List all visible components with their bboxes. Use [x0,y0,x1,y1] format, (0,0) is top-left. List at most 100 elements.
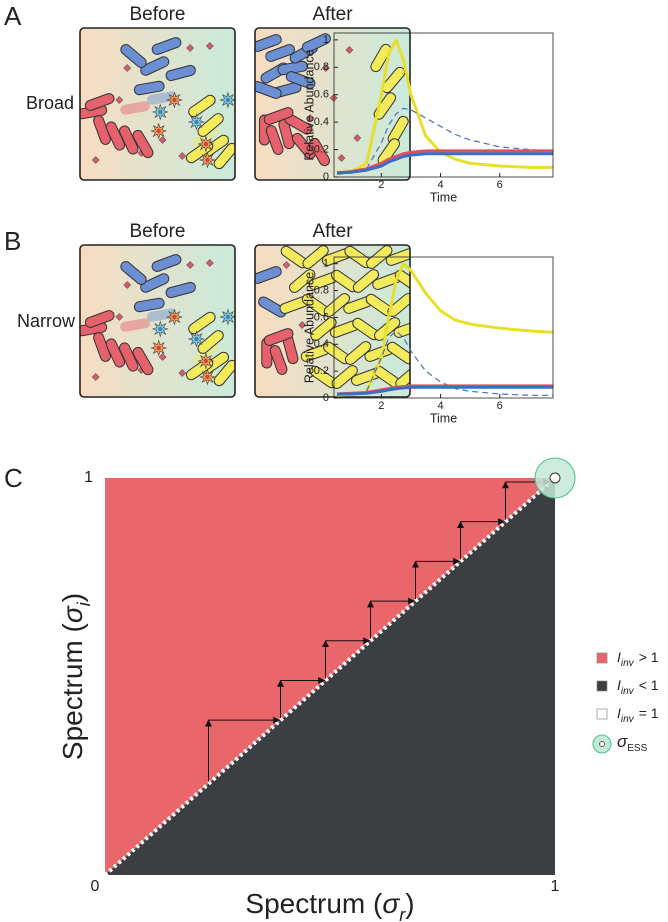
label-part: i [74,601,94,606]
label-part: = 1 [639,705,659,721]
bacterium [263,107,294,125]
panel-label: B [4,226,21,256]
bacterium [151,254,182,272]
toxin-core [172,97,177,103]
legend-swatch [596,708,608,720]
panel-label: A [4,1,22,31]
x-tick-label: 6 [497,179,503,191]
y-tick-label: 0.6 [314,89,329,101]
illustration [80,254,235,387]
y-tick-label: 0.4 [314,338,329,350]
toxin-core [158,326,163,332]
y-tick-label: 0.2 [314,143,329,155]
molecule [115,313,124,321]
bacterium [269,345,288,375]
label-part: I [617,649,621,665]
y-tick-label: 0 [323,171,329,183]
illustration-frame [254,27,411,181]
bacterium [255,81,282,99]
bacterium [133,80,165,96]
label-part: < 1 [639,677,659,693]
bacterium [140,56,170,76]
bacterium [255,34,282,52]
illustration [80,37,235,170]
molecule [306,114,314,122]
line-series [336,330,553,396]
legend-label: Iinv = 1 [617,705,659,725]
ess-point [549,472,561,484]
label-part: inv [621,658,635,669]
y-tick-label: 0.8 [314,284,329,296]
bacterium [120,44,147,68]
label-part: ) [405,888,414,919]
toxin-core [203,141,209,147]
bacterium [84,310,115,328]
bacterium [84,93,115,111]
bacterium [188,94,216,118]
label-part: inv [621,686,635,697]
toxin-core [225,314,231,320]
y-tick-label: 1 [84,469,93,486]
molecule [178,152,187,160]
bacterium [394,269,410,293]
label-part: ESS [627,743,647,754]
line-series [337,385,553,396]
label-part: I [617,677,621,693]
axis-label: Spectrum (σi) [57,593,93,760]
line-series [336,38,553,175]
toxin-core [172,314,177,320]
x-tick-label: 4 [437,179,443,191]
legend-swatch [596,680,608,692]
y-axis-label: Relative Abundance [302,49,316,160]
bacterium [165,281,196,299]
y-tick-label: 0.4 [314,116,329,128]
y-axis-label: Relative Abundance [302,272,316,383]
neutral-diagonal [103,476,557,877]
panel-label: C [4,463,23,493]
bacterium [265,44,296,62]
y-tick-label: 0.2 [314,365,329,377]
illustration [255,245,410,389]
label-part: σ [382,888,400,919]
row-label: Broad [26,93,74,113]
label-part: Spectrum ( [57,622,88,760]
toxin-core [156,345,161,351]
legend-label: Iinv < 1 [617,677,659,697]
molecule [123,281,132,289]
bacterium [265,125,284,155]
toxin-core [205,374,210,380]
line-series [336,149,553,175]
x-tick-label: 6 [497,400,503,412]
y-tick-label: 0.8 [314,61,329,73]
molecule [91,156,100,164]
legend-label: Iinv > 1 [617,649,659,669]
y-tick-label: 1 [323,258,329,270]
bacterium [370,43,392,73]
box-title: Before [130,4,186,25]
bacterium [151,37,182,55]
legend-swatch [596,652,608,664]
y-tick-label: 0.6 [314,311,329,323]
box-title: After [312,221,353,242]
bacterium [291,132,316,160]
molecule [282,261,291,269]
illustration-frame [79,27,236,181]
bacterium [132,346,154,376]
x-tick-label: 2 [378,400,384,412]
legend-swatch [599,741,605,747]
bacterium [289,269,316,293]
toxin-core [203,358,209,364]
box-title: Before [130,221,186,242]
bacterium [120,261,147,285]
x-tick-label: 1 [551,878,560,895]
bacterium [263,328,294,346]
line-series [336,107,554,175]
legend-label: σESS [617,732,648,754]
bacterium [352,269,380,293]
bacterium [331,365,358,389]
bacterium [197,113,224,137]
bacterium [213,359,235,387]
x-tick-label: 0 [91,878,100,895]
molecule [178,369,187,377]
